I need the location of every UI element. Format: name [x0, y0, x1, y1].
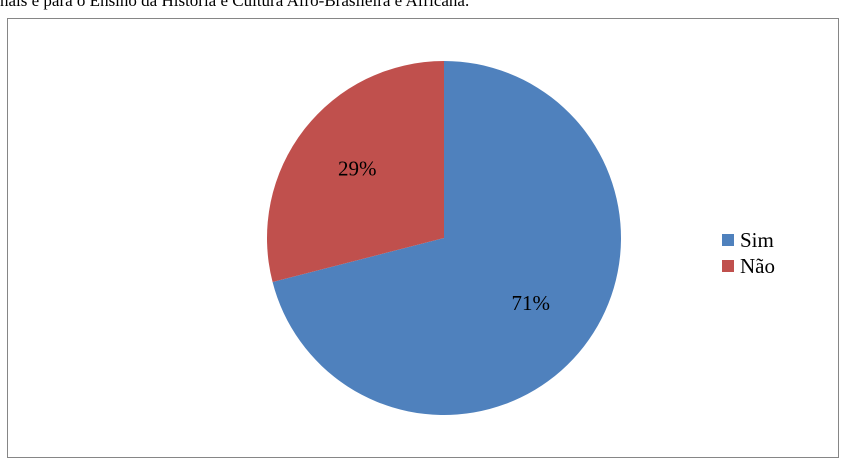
chart-frame: 71% 29% Sim Não	[7, 18, 839, 458]
legend-label-nao: Não	[740, 253, 775, 278]
pie-label-sim: 71%	[511, 291, 550, 315]
legend-swatch-sim	[722, 234, 734, 246]
pie-label-nao: 29%	[338, 157, 377, 181]
pie-chart: 71% 29%	[267, 61, 621, 416]
chart-legend: Sim Não	[722, 227, 775, 279]
pie-slice-sim	[272, 61, 621, 416]
legend-item-nao: Não	[722, 253, 775, 279]
legend-label-sim: Sim	[740, 227, 774, 252]
legend-item-sim: Sim	[722, 227, 775, 253]
legend-swatch-nao	[722, 260, 734, 272]
pie-slice-nao	[267, 61, 444, 283]
figure-caption: nais e para o Ensino da História e Cultu…	[0, 0, 470, 10]
